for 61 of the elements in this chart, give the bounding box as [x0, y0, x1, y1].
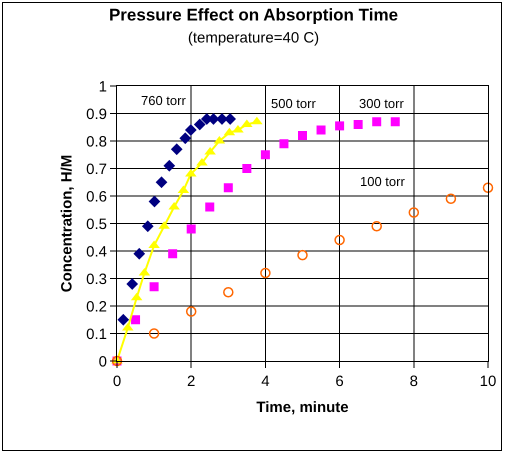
point [279, 139, 288, 148]
point [142, 220, 154, 232]
x-tick-label: 6 [335, 373, 344, 390]
y-tick-label: 0.8 [86, 133, 107, 150]
point [179, 132, 192, 144]
point [316, 126, 326, 134]
chart-subtitle: (temperature=40 C) [188, 30, 320, 47]
point [133, 248, 146, 260]
y-tick-label: 0.3 [86, 270, 107, 288]
y-tick-label: 0.7 [86, 160, 107, 178]
point [126, 278, 138, 290]
y-tick-label: 0 [98, 353, 107, 370]
x-tick-label: 0 [112, 373, 122, 390]
point [390, 117, 400, 126]
point [260, 150, 270, 160]
point [482, 182, 494, 193]
point [117, 314, 130, 326]
point [242, 164, 252, 173]
point [354, 120, 363, 129]
point [260, 268, 271, 278]
point [194, 118, 206, 130]
point [186, 224, 196, 234]
point [335, 121, 344, 130]
point [156, 176, 168, 188]
point [163, 160, 176, 172]
point [297, 250, 308, 260]
y-tick-label: 0.1 [86, 326, 107, 343]
point [150, 282, 159, 292]
x-tick-label: 10 [480, 373, 496, 390]
x-axis-title: Time, minute [256, 399, 349, 416]
point [148, 196, 160, 208]
y-axis-title: Concentration, H/M [58, 154, 76, 292]
x-tick-label: 2 [187, 373, 196, 390]
point [148, 328, 160, 339]
y-tick-label: 0.9 [86, 106, 107, 123]
point [408, 207, 420, 218]
x-tick-label: 8 [410, 373, 418, 390]
chart-title: Pressure Effect on Absorption Time [108, 6, 398, 25]
point [446, 194, 456, 204]
series-label: 300 torr [359, 96, 404, 111]
series-label: 100 torr [360, 174, 406, 189]
point [298, 131, 307, 140]
y-tick-label: 0.5 [86, 216, 107, 233]
series-label: 500 torr [271, 96, 316, 111]
point [186, 306, 196, 317]
point [205, 202, 214, 212]
point [334, 234, 345, 246]
y-tick-label: 0.6 [86, 188, 107, 206]
series-label: 760 torr [141, 93, 186, 108]
point [223, 287, 234, 298]
point [371, 221, 382, 232]
x-tick-label: 4 [261, 373, 270, 390]
point [372, 117, 382, 126]
point [184, 124, 197, 136]
y-tick-label: 1 [98, 78, 107, 96]
point [224, 183, 233, 192]
y-tick-label: 0.4 [86, 243, 107, 260]
y-tick-label: 0.2 [86, 298, 107, 316]
point [168, 249, 178, 258]
point [131, 315, 140, 324]
point [170, 143, 183, 156]
